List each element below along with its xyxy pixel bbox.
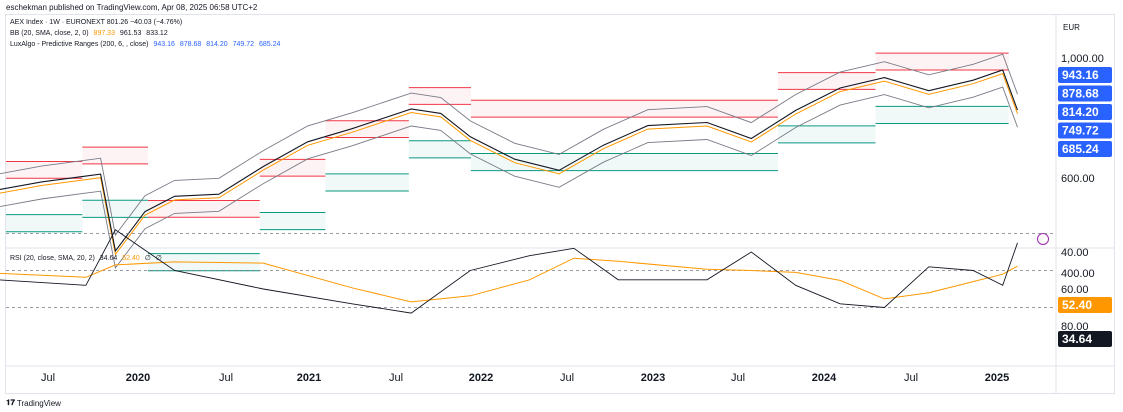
footer: 𝟏𝟕 TradingView — [6, 398, 61, 408]
price-tag-bg — [1058, 141, 1112, 157]
price-tick-label: 1,000.00 — [1061, 53, 1104, 65]
x-tick-label: 2021 — [297, 372, 321, 384]
price-tag-bg — [1058, 85, 1112, 102]
price-tag-label: 943.16 — [1062, 68, 1099, 82]
bb-lower-line — [0, 86, 1018, 269]
legend-main-text: AEX Index · 1W · EURONEXT 801.26 −40.03 … — [10, 19, 183, 26]
alert-icon — [1037, 233, 1049, 245]
rsi-ma-line — [0, 257, 1018, 303]
x-tick-label: 2023 — [641, 372, 665, 384]
legend-bb: BB (20, SMA, close, 2, 0) 897.33 961.53 … — [10, 30, 171, 37]
x-tick-label: Jul — [219, 372, 233, 384]
rsi-ma-tag-bg — [1058, 297, 1112, 313]
legend-rsi: RSI (20, close, SMA, 20, 2) 34.64 52.40 … — [10, 254, 165, 262]
rsi-tag-label: 34.64 — [1062, 332, 1092, 346]
price-tag-label: 685.24 — [1062, 142, 1099, 156]
chart-frame — [5, 14, 1115, 394]
rsi-tag-bg — [1058, 331, 1112, 347]
legend-lux-v5: 685.24 — [258, 41, 281, 48]
x-tick-label: 2024 — [812, 372, 837, 384]
x-tick-label: Jul — [904, 372, 918, 384]
price-tag-bg — [1058, 104, 1112, 120]
x-tick-label: 2022 — [469, 372, 493, 384]
price-tag-label: 814.20 — [1062, 105, 1099, 119]
legend-rsi-value: 34.64 — [99, 255, 118, 262]
legend-rsi-e1: ∅ — [144, 255, 151, 262]
x-tick-label: Jul — [389, 372, 403, 384]
x-tick-label: 2025 — [985, 372, 1009, 384]
price-tag-bg — [1058, 122, 1112, 139]
rsi-tick-label: 60.00 — [1061, 284, 1089, 296]
legend-lux: LuxAlgo - Predictive Ranges (200, 6, , c… — [10, 41, 283, 48]
upper-range-zone — [470, 100, 778, 118]
rsi-line — [0, 229, 1018, 314]
x-tick-label: Jul — [731, 372, 745, 384]
lower-range-zone — [6, 214, 83, 232]
x-tick-label: 2020 — [126, 372, 150, 384]
legend-lux-v2: 878.68 — [179, 41, 202, 48]
legend-rsi-e2: ∅ — [155, 255, 162, 262]
rsi-tick-label: 80.00 — [1061, 321, 1089, 333]
upper-range-zone — [147, 200, 260, 218]
legend-lux-v1: 943.16 — [153, 41, 175, 48]
legend-bb-basis: 897.33 — [93, 30, 115, 37]
lower-range-zone — [408, 140, 471, 158]
rsi-tick-label: 40.00 — [1061, 247, 1089, 259]
x-tick-label: Jul — [560, 372, 574, 384]
legend-bb-label: BB (20, SMA, close, 2, 0) — [10, 30, 89, 37]
tradingview-logo-icon: 𝟏𝟕 — [6, 398, 15, 407]
lower-range-zone — [470, 153, 778, 171]
upper-range-zone — [875, 53, 1009, 70]
price-tag-bg — [1058, 67, 1112, 83]
legend-lux-label: LuxAlgo - Predictive Ranges (200, 6, , c… — [10, 41, 149, 48]
rsi-ma-tag-label: 52.40 — [1062, 298, 1092, 312]
price-tick-label: 400.00 — [1061, 268, 1095, 280]
bb-upper-line — [0, 53, 1018, 237]
legend-lux-v4: 749.72 — [232, 41, 255, 48]
legend-bb-lower: 833.12 — [146, 30, 168, 37]
lower-range-zone — [777, 125, 876, 143]
currency-label: EUR — [1063, 23, 1080, 32]
price-tick-label: 600.00 — [1061, 173, 1095, 185]
upper-range-zone — [82, 147, 148, 164]
legend-rsi-label: RSI (20, close, SMA, 20, 2) — [10, 255, 95, 262]
price-line — [0, 69, 1019, 253]
footer-brand: TradingView — [16, 398, 61, 408]
price-tag-label: 749.72 — [1062, 124, 1099, 138]
upper-range-zone — [6, 161, 83, 179]
lower-range-zone — [325, 173, 409, 192]
legend-lux-v3: 814.20 — [206, 41, 228, 48]
x-tick-label: Jul — [41, 372, 55, 384]
lower-range-zone — [875, 106, 1009, 124]
lower-range-zone — [82, 200, 148, 218]
upper-range-zone — [408, 87, 471, 105]
legend-rsi-ma: 52.40 — [122, 255, 140, 262]
lower-range-zone — [259, 212, 326, 230]
legend-bb-upper: 961.53 — [119, 30, 142, 37]
legend-main: AEX Index · 1W · EURONEXT 801.26 −40.03 … — [10, 19, 185, 26]
price-tag-label: 878.68 — [1062, 87, 1099, 101]
bb-basis-line — [0, 72, 1018, 256]
publisher-line: eschekman published on TradingView.com, … — [6, 3, 258, 12]
